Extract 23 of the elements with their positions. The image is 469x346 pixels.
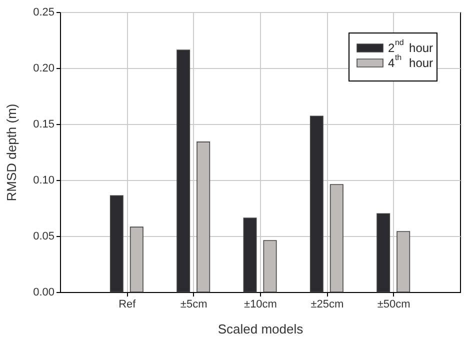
- bar: [243, 218, 257, 292]
- y-tick-label: 0.10: [33, 174, 54, 186]
- bar: [110, 195, 124, 292]
- y-axis-title: RMSD depth (m): [4, 104, 20, 202]
- x-tick-label: ±50cm: [377, 298, 410, 310]
- x-axis-title: Scaled models: [218, 322, 304, 336]
- bar: [310, 116, 324, 292]
- y-tick-label: 0.25: [33, 6, 54, 18]
- bar: [263, 240, 277, 292]
- bar: [130, 226, 144, 292]
- bar: [330, 184, 344, 292]
- x-tick-label: Ref: [118, 298, 137, 310]
- y-tick-label: 0.20: [33, 62, 54, 74]
- bar: [376, 213, 390, 292]
- bar: [196, 142, 210, 292]
- bar: [396, 231, 410, 292]
- x-tick-label: ±10cm: [244, 298, 277, 310]
- bar: [176, 50, 190, 292]
- x-tick-label: ±25cm: [310, 298, 344, 310]
- y-tick-label: 0.00: [33, 286, 54, 298]
- x-tick-label: ±5cm: [180, 298, 208, 310]
- y-tick-label: 0.15: [33, 118, 54, 130]
- y-tick-label: 0.05: [33, 230, 54, 242]
